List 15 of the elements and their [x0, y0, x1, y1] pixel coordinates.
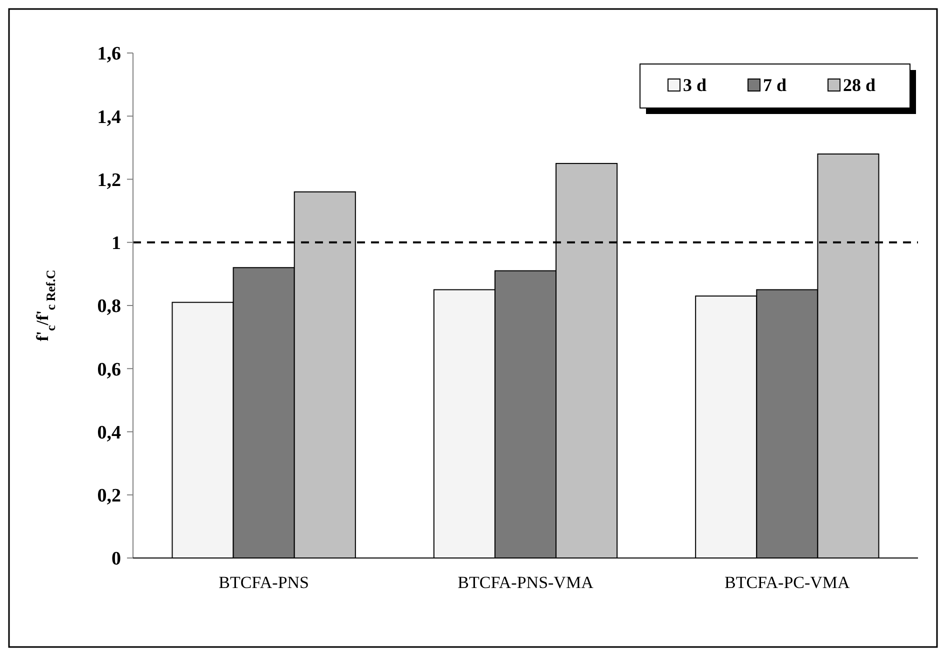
y-tick-label: 1 — [112, 233, 121, 254]
y-tick-label: 0,8 — [97, 296, 121, 318]
y-tick-label: 1,4 — [97, 106, 122, 128]
y-tick-label: 1,6 — [97, 44, 121, 65]
y-tick-label: 0,4 — [97, 422, 122, 444]
legend-label: 7 d — [763, 75, 787, 95]
x-tick-label: BTCFA-PNS — [218, 573, 310, 592]
y-tick-label: 0 — [112, 548, 121, 570]
y-tick-label: 0,2 — [97, 486, 121, 507]
legend-label: 3 d — [683, 75, 707, 95]
y-tick-label: 0,6 — [97, 359, 121, 380]
x-tick-label: BTCFA-PC-VMA — [724, 573, 851, 592]
legend-label: 28 d — [843, 75, 876, 95]
x-tick-label: BTCFA-PNS-VMA — [458, 573, 594, 592]
y-tick-label: 1,2 — [97, 170, 121, 191]
